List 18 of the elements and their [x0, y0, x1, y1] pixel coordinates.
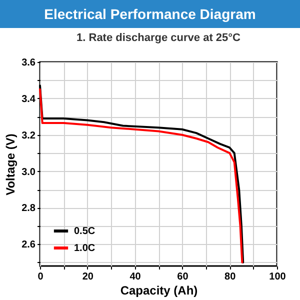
- chart-title: Electrical Performance Diagram: [0, 0, 300, 28]
- x-tick-label: 100: [269, 272, 286, 282]
- legend-label: 0.5C: [74, 226, 96, 237]
- y-tick-label: 3.6: [22, 58, 36, 68]
- chart-subtitle: 1. Rate discharge curve at 25°C: [76, 32, 241, 44]
- x-tick-label: 0: [38, 272, 44, 282]
- y-tick-label: 3.4: [22, 94, 36, 105]
- y-tick-label: 3.2: [22, 130, 36, 142]
- y-tick-label: 2.6: [22, 240, 36, 251]
- y-tick-label: 3.0: [22, 166, 36, 178]
- legend-label: 1.0C: [74, 243, 96, 254]
- x-tick-label: 80: [224, 272, 236, 282]
- y-tick-label: 2.8: [22, 203, 36, 214]
- x-axis-title: Capacity (Ah): [120, 284, 198, 298]
- y-axis-title: Voltage (V): [4, 134, 18, 196]
- x-tick-label: 60: [177, 272, 189, 282]
- x-tick-label: 20: [82, 272, 94, 282]
- x-tick-label: 40: [130, 272, 142, 282]
